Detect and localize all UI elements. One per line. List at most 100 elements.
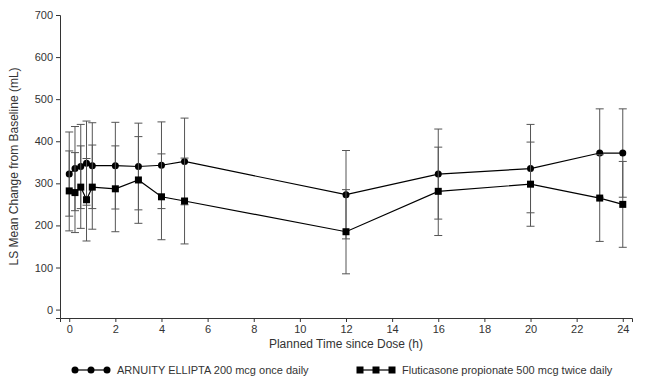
tick: 10 [294, 318, 306, 335]
error-bar [88, 145, 96, 229]
error-bar-cap [342, 150, 350, 151]
tick-label: 10 [294, 323, 306, 335]
tick: 400 [35, 135, 60, 147]
tick-label: 22 [571, 323, 583, 335]
tick-label: 24 [617, 323, 629, 335]
x-axis-title: Planned Time since Dose (h) [269, 337, 423, 351]
plot: 0246810121416182022240100200300400500600… [35, 9, 633, 335]
tick-label: 14 [387, 323, 399, 335]
tick-mark [115, 318, 116, 322]
tick-mark [56, 15, 60, 16]
error-bar-cap [157, 239, 165, 240]
error-bar [157, 154, 165, 240]
tick-mark [161, 318, 162, 322]
axis-line [61, 319, 633, 323]
tick-label: 0 [67, 323, 73, 335]
error-bar-cap [71, 126, 79, 127]
tick: 24 [617, 318, 629, 335]
marker [158, 193, 165, 200]
tick-label: 400 [35, 135, 53, 147]
marker [112, 185, 119, 192]
tick-mark [438, 318, 439, 322]
legend-marker [88, 367, 95, 374]
tick-label: 18 [479, 323, 491, 335]
error-bar-cap [71, 152, 79, 153]
tick-mark [484, 318, 485, 322]
error-bar-cap [527, 226, 535, 227]
error-bar [619, 161, 627, 247]
tick-mark [56, 99, 60, 100]
tick-mark [254, 318, 255, 322]
series [65, 137, 627, 274]
chart: 0246810121416182022240100200300400500600… [0, 0, 650, 382]
marker [619, 201, 626, 208]
error-bar [596, 155, 604, 242]
error-bar-cap [181, 118, 189, 119]
error-bar-cap [83, 158, 91, 159]
marker [619, 150, 626, 157]
tick-label: 16 [433, 323, 445, 335]
tick: 200 [35, 219, 60, 231]
error-bar-cap [65, 150, 73, 151]
legend-item: Fluticasone propionate 500 mcg twice dai… [357, 364, 613, 376]
legend-item: ARNUITY ELLIPTA 200 mcg once daily [72, 364, 310, 376]
legend-label: ARNUITY ELLIPTA 200 mcg once daily [117, 364, 309, 376]
tick-label: 100 [35, 262, 53, 274]
error-bar-cap [157, 121, 165, 122]
tick: 2 [113, 318, 119, 335]
error-bar [181, 158, 189, 244]
tick-label: 300 [35, 177, 53, 189]
error-bar-cap [83, 121, 91, 122]
tick-label: 6 [205, 323, 211, 335]
error-bar-cap [434, 147, 442, 148]
error-bar-cap [619, 247, 627, 248]
error-bar [527, 142, 535, 226]
tick: 0 [67, 318, 73, 335]
legend-marker [72, 367, 79, 374]
error-bar-cap [157, 153, 165, 154]
tick: 0 [47, 304, 60, 316]
tick: 4 [159, 318, 165, 335]
tick-mark [56, 141, 60, 142]
tick-mark [208, 318, 209, 322]
marker [135, 176, 142, 183]
marker [527, 181, 534, 188]
tick-label: 200 [35, 219, 53, 231]
error-bar-cap [65, 230, 73, 231]
tick: 14 [387, 318, 399, 335]
legend: ARNUITY ELLIPTA 200 mcg once daily Flutic… [72, 364, 613, 376]
tick: 12 [340, 318, 352, 335]
tick: 700 [35, 9, 60, 21]
tick-label: 2 [113, 323, 119, 335]
tick-label: 4 [159, 323, 165, 335]
tick-mark [346, 318, 347, 322]
tick: 100 [35, 262, 60, 274]
error-bar-cap [181, 243, 189, 244]
error-bar-cap [77, 228, 85, 229]
error-bar-cap [88, 145, 96, 146]
tick-mark [69, 318, 70, 322]
error-bar-cap [619, 108, 627, 109]
tick: 8 [251, 318, 257, 335]
marker [343, 228, 350, 235]
error-bar-cap [83, 240, 91, 241]
tick: 6 [205, 318, 211, 335]
tick-label: 0 [47, 304, 53, 316]
tick-mark [56, 57, 60, 58]
tick-mark [623, 318, 624, 322]
tick-label: 12 [340, 323, 352, 335]
error-bar-cap [596, 241, 604, 242]
tick-label: 600 [35, 51, 53, 63]
legend-label: Fluticasone propionate 500 mcg twice dai… [402, 364, 613, 376]
tick-label: 8 [251, 323, 257, 335]
marker [181, 198, 188, 205]
legend-marker [357, 367, 364, 374]
error-bar-cap [88, 229, 96, 230]
axis-line [56, 16, 61, 319]
error-bar-cap [434, 129, 442, 130]
error-bar-cap [111, 122, 119, 123]
tick: 500 [35, 93, 60, 105]
tick: 16 [433, 318, 445, 335]
error-bar-cap [342, 273, 350, 274]
tick-mark [300, 318, 301, 322]
